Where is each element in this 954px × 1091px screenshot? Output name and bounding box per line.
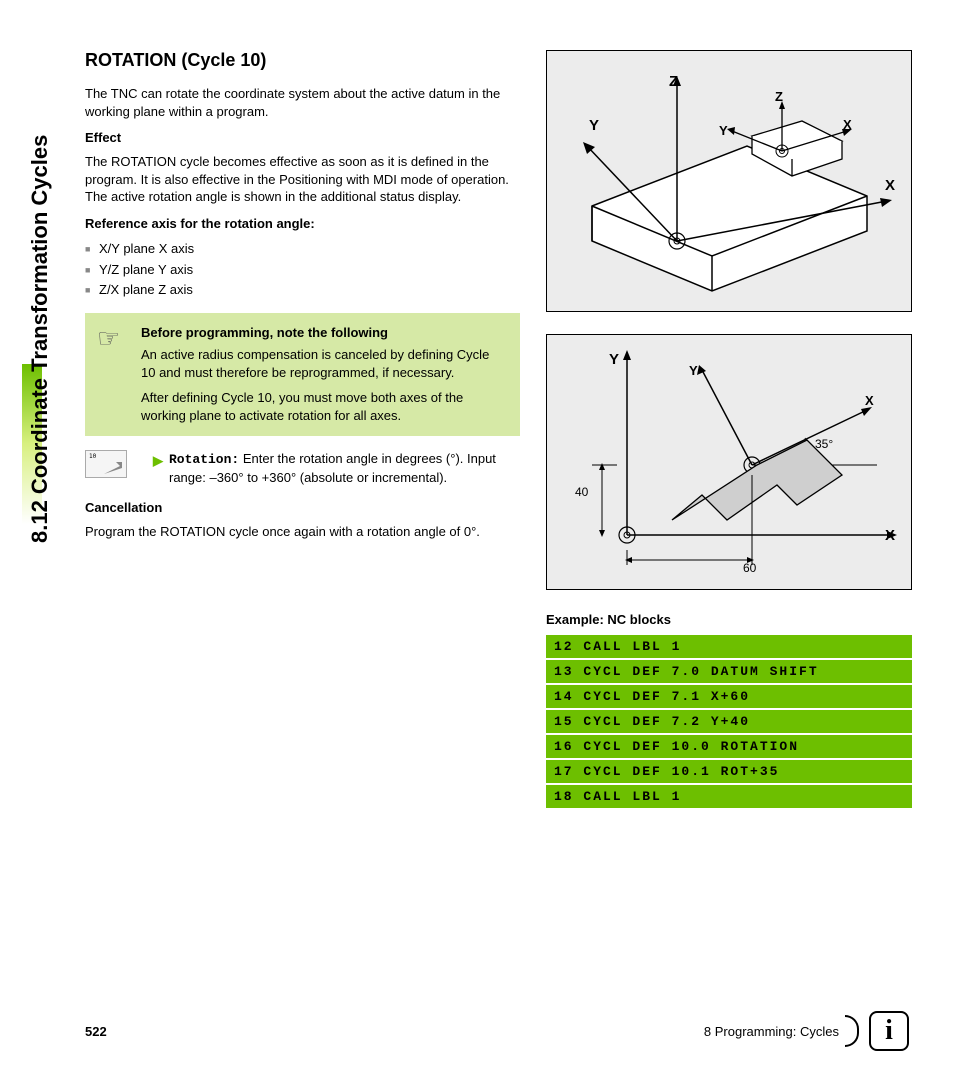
axis-label-z-small: Z xyxy=(775,89,783,104)
axis-label-y: Y xyxy=(589,117,599,134)
rotation-glyph-icon xyxy=(102,460,124,476)
nc-line: 17 CYCL DEF 10.1 ROT+35 xyxy=(546,760,912,783)
axis-label-x-rot: X xyxy=(865,393,874,408)
note-paragraph-2: After defining Cycle 10, you must move b… xyxy=(141,389,506,424)
note-heading: Before programming, note the following xyxy=(141,325,506,340)
axis-list: X/Y plane X axis Y/Z plane Y axis Z/X pl… xyxy=(85,239,520,301)
diagram-2d-rotation: Y Y X X 35° 40 60 xyxy=(546,334,912,590)
axis-label-x-small: X xyxy=(843,117,852,132)
axis-label-y-small: Y xyxy=(719,123,728,138)
note-paragraph-1: An active radius compensation is cancele… xyxy=(141,346,506,381)
nc-line: 14 CYCL DEF 7.1 X+60 xyxy=(546,685,912,708)
cancellation-paragraph: Program the ROTATION cycle once again wi… xyxy=(85,523,520,541)
hand-icon: ☞ xyxy=(97,323,120,354)
effect-heading: Effect xyxy=(85,130,520,145)
footer-arc xyxy=(845,1015,859,1047)
dim-x-label: 60 xyxy=(743,561,756,575)
param-arrow-icon: ▶ xyxy=(153,452,163,470)
nc-line: 16 CYCL DEF 10.0 ROTATION xyxy=(546,735,912,758)
page-title: ROTATION (Cycle 10) xyxy=(85,50,520,71)
axis-item: Z/X plane Z axis xyxy=(85,280,520,301)
nc-line: 18 CALL LBL 1 xyxy=(546,785,912,808)
side-title-bar: 8.12 Coordinate Transformation Cycles xyxy=(22,44,62,544)
cancellation-heading: Cancellation xyxy=(85,500,520,515)
axis-label-y: Y xyxy=(609,351,619,368)
axis-label-z: Z xyxy=(669,73,678,90)
page-number: 522 xyxy=(85,1024,107,1039)
nc-line: 12 CALL LBL 1 xyxy=(546,635,912,658)
diagram-2d-svg xyxy=(547,335,913,591)
nc-line: 13 CYCL DEF 7.0 DATUM SHIFT xyxy=(546,660,912,683)
info-icon: i xyxy=(869,1011,909,1051)
parameter-row: 10 ▶ Rotation: Enter the rotation angle … xyxy=(85,450,520,486)
nc-block-list: 12 CALL LBL 1 13 CYCL DEF 7.0 DATUM SHIF… xyxy=(546,635,912,808)
axis-label-x: X xyxy=(885,527,895,544)
axis-label-y-rot: Y xyxy=(689,363,698,378)
example-heading: Example: NC blocks xyxy=(546,612,912,627)
diagram-3d-block: Z Y Z Y X X xyxy=(546,50,912,312)
intro-paragraph: The TNC can rotate the coordinate system… xyxy=(85,85,520,120)
reference-heading: Reference axis for the rotation angle: xyxy=(85,216,520,231)
page-footer: 522 8 Programming: Cycles i xyxy=(85,1011,909,1051)
dim-y-label: 40 xyxy=(575,485,588,499)
axis-item: X/Y plane X axis xyxy=(85,239,520,260)
figures-column: Z Y Z Y X X xyxy=(546,50,912,810)
side-title-text: 8.12 Coordinate Transformation Cycles xyxy=(27,63,53,543)
effect-paragraph: The ROTATION cycle becomes effective as … xyxy=(85,153,520,206)
angle-label: 35° xyxy=(815,437,833,451)
nc-line: 15 CYCL DEF 7.2 Y+40 xyxy=(546,710,912,733)
softkey-number: 10 xyxy=(89,453,96,460)
main-text-column: ROTATION (Cycle 10) The TNC can rotate t… xyxy=(85,50,520,810)
axis-label-x: X xyxy=(885,177,895,194)
parameter-text: ▶ Rotation: Enter the rotation angle in … xyxy=(141,450,520,486)
chapter-label: 8 Programming: Cycles xyxy=(704,1024,839,1039)
param-label: Rotation: xyxy=(169,452,239,467)
axis-item: Y/Z plane Y axis xyxy=(85,260,520,281)
note-box: ☞ Before programming, note the following… xyxy=(85,313,520,436)
diagram-3d-svg xyxy=(547,51,913,313)
softkey-icon: 10 xyxy=(85,450,127,478)
